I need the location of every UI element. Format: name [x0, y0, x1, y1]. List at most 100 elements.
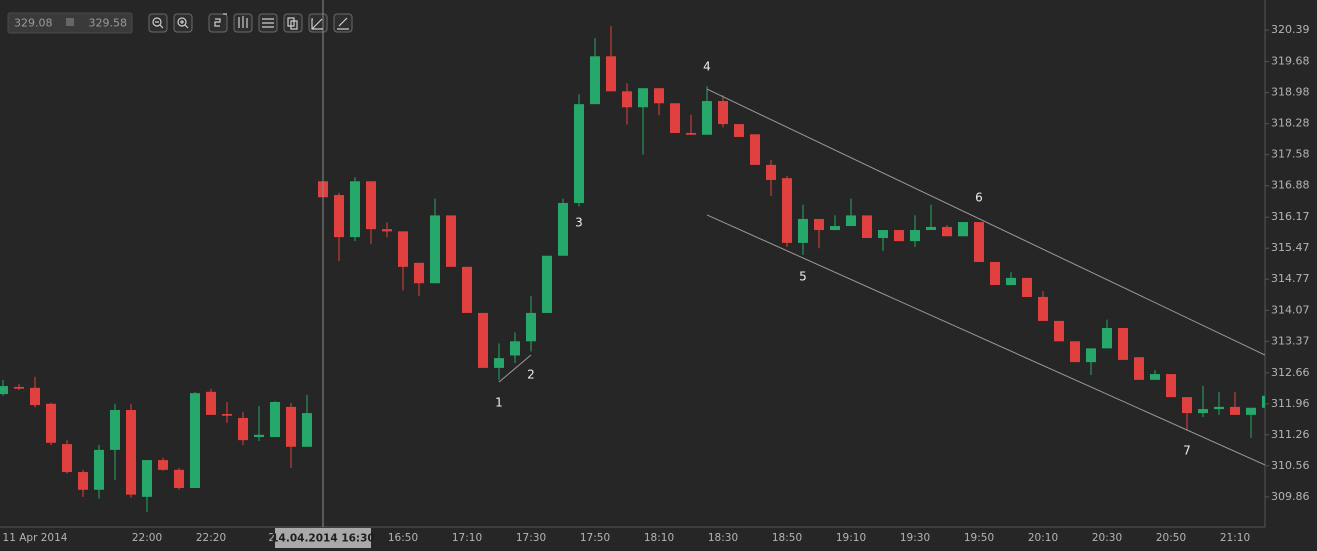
y-tick-label: 316.17	[1271, 210, 1310, 223]
candle-body	[990, 261, 1000, 285]
crosshair-label: 14.04.2014 16:30	[271, 533, 375, 545]
candle-body	[638, 88, 648, 108]
x-tick-label: 17:30	[516, 532, 546, 544]
candle-body	[110, 409, 120, 450]
x-tick-label: 19:30	[900, 532, 930, 544]
x-tick-label: 20:30	[1092, 532, 1122, 544]
candle-body	[1230, 406, 1240, 415]
draw-button[interactable]	[308, 13, 328, 33]
candle-body	[94, 449, 104, 490]
candle-body	[254, 434, 264, 438]
candle-body	[142, 460, 152, 497]
candle-body	[446, 215, 456, 267]
candle-body	[734, 124, 744, 137]
candle-body	[334, 195, 344, 238]
copy-button[interactable]	[283, 13, 303, 33]
y-tick-label: 314.77	[1271, 272, 1310, 285]
candle-body	[1086, 348, 1096, 363]
x-tick-label: 17:10	[452, 532, 482, 544]
candle-body	[670, 103, 680, 133]
candle-body	[414, 262, 424, 284]
x-tick-label: 16:50	[388, 532, 418, 544]
y-tick-label: 316.88	[1271, 179, 1310, 192]
wave-label: 1	[495, 395, 503, 409]
candle-body	[46, 403, 56, 443]
candle-body	[494, 358, 504, 368]
candle-body	[814, 218, 824, 231]
y-tick-label: 317.58	[1271, 148, 1310, 161]
x-tick-label: 19:10	[836, 532, 866, 544]
candle-body	[686, 132, 696, 135]
x-tick-label: 11 Apr 2014	[3, 532, 68, 544]
ask-price: 329.58	[89, 17, 128, 30]
candle-body	[1214, 406, 1224, 410]
wave-label: 4	[703, 59, 711, 73]
candle-body	[302, 413, 312, 447]
x-tick-label: 21:10	[1220, 532, 1250, 544]
candle-body	[590, 56, 600, 105]
y-tick-label: 320.39	[1271, 23, 1310, 36]
timeframe-button[interactable]	[208, 13, 228, 33]
candle-body	[1150, 374, 1160, 380]
candle-body	[718, 101, 728, 125]
candle-body	[1262, 395, 1265, 408]
candle-body	[926, 226, 936, 231]
candle-body	[846, 215, 856, 227]
wave-label: 5	[799, 270, 807, 284]
candle-body	[222, 413, 232, 416]
candle-body	[574, 104, 584, 203]
erase-button[interactable]	[333, 13, 353, 33]
candle-body	[190, 393, 200, 488]
candle-body	[462, 266, 472, 313]
candle-body	[1038, 296, 1048, 321]
candle-body	[750, 134, 760, 165]
candle-body	[1006, 277, 1016, 285]
trend-line	[498, 354, 532, 383]
candle-body	[526, 312, 536, 342]
candle-body	[0, 386, 8, 395]
x-tick-label: 19:50	[964, 532, 994, 544]
candle-body	[974, 222, 984, 262]
bid-price: 329.08	[14, 17, 53, 30]
y-tick-label: 318.28	[1271, 117, 1310, 130]
candle-body	[1166, 374, 1176, 398]
chart-type-button[interactable]	[233, 13, 253, 33]
candle-body	[558, 202, 568, 256]
candle-body	[382, 229, 392, 232]
x-tick-label: 18:30	[708, 532, 738, 544]
candle-body	[654, 88, 664, 104]
zoom-out-button[interactable]	[148, 13, 168, 33]
y-tick-label: 318.98	[1271, 86, 1310, 99]
candle-body	[542, 255, 552, 313]
y-tick-label: 319.68	[1271, 55, 1310, 68]
wave-label: 2	[527, 367, 535, 381]
candle-body	[942, 226, 952, 237]
candle-body	[430, 215, 440, 284]
candle-body	[1102, 327, 1112, 349]
candle-body	[1198, 409, 1208, 414]
plot-area	[0, 26, 1265, 512]
y-tick-label: 311.26	[1271, 428, 1310, 441]
trend-line	[706, 88, 1265, 356]
wave-label: 6	[975, 191, 983, 205]
candle-body	[1022, 277, 1032, 297]
zoom-in-button[interactable]	[173, 13, 193, 33]
candle-body	[206, 391, 216, 415]
y-tick-label: 315.47	[1271, 241, 1310, 254]
candle-body	[478, 312, 488, 368]
candle-body	[14, 386, 24, 389]
candle-body	[174, 469, 184, 488]
y-tick-label: 310.56	[1271, 459, 1310, 472]
x-tick-label: 22:00	[132, 532, 162, 544]
candle-body	[830, 226, 840, 231]
candle-body	[878, 230, 888, 239]
candle-body	[1134, 357, 1144, 380]
x-tick-label: 22:20	[196, 532, 226, 544]
candle-body	[702, 101, 712, 135]
wave-label: 7	[1183, 443, 1191, 457]
candle-body	[286, 406, 296, 447]
candle-body	[270, 402, 280, 438]
indicators-button[interactable]	[258, 13, 278, 33]
